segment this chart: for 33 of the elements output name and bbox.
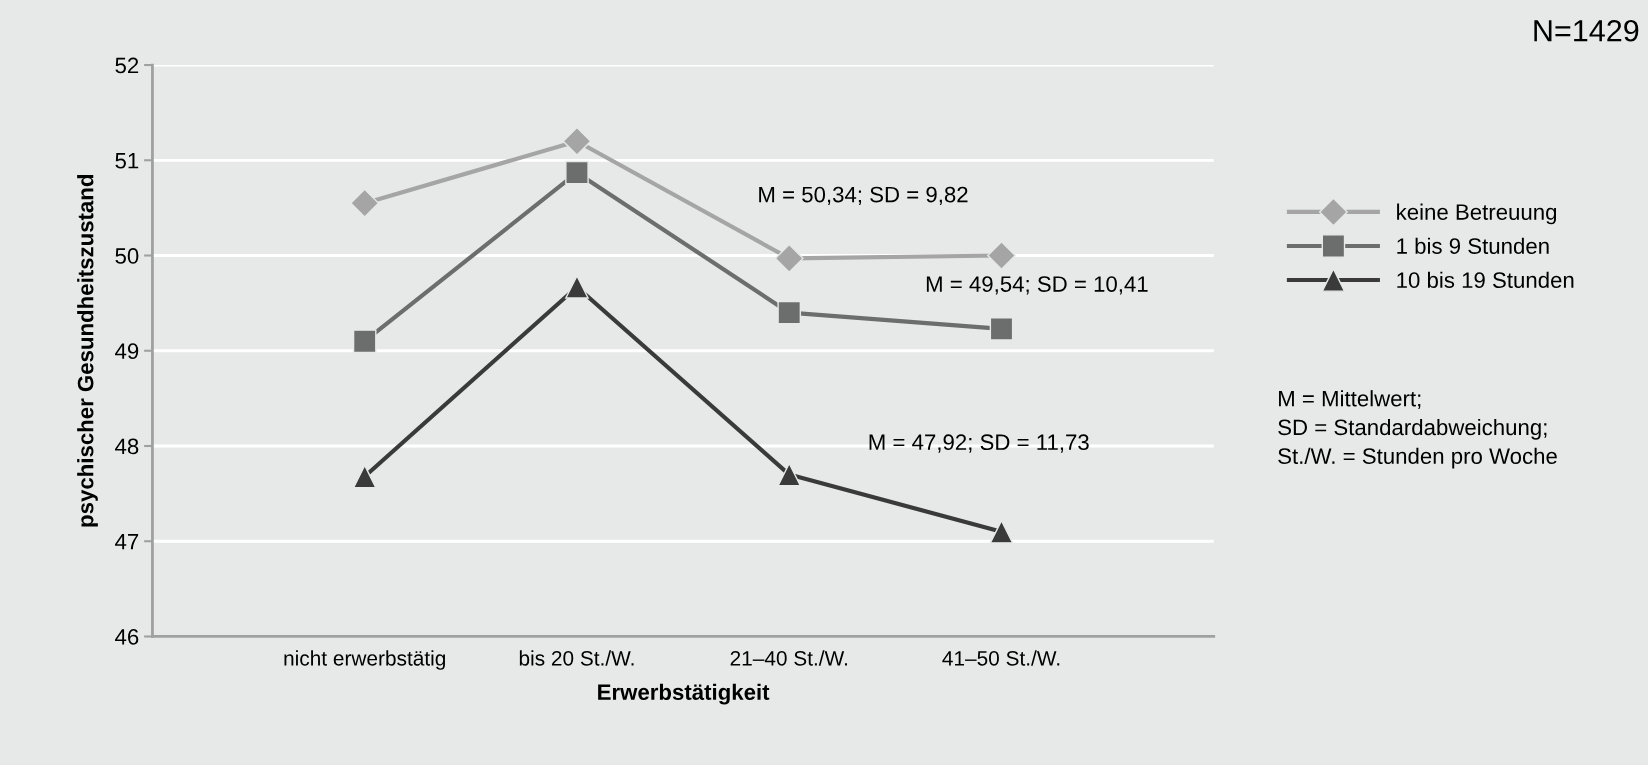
point: [987, 241, 1016, 270]
legend-label: 1 bis 9 Stunden: [1397, 237, 1549, 254]
y-tick-label: 52: [115, 57, 139, 74]
point: [777, 462, 802, 487]
y-tick-label: 48: [115, 438, 139, 455]
annotation: M = 47,92; SD = 11,73: [869, 434, 1089, 453]
point: [774, 243, 804, 273]
text: M = Mittelwert; SD = Standardabweichung; St./W. = Stunden pro Woche: [1278, 390, 1557, 469]
y-tick-label: 46: [115, 629, 139, 645]
legend-label: keine Betreuung: [1397, 203, 1557, 225]
text: N=1429: [1534, 19, 1639, 42]
x-axis-title: Erwerbstätigkeit: [598, 683, 770, 705]
x-tick-label: nicht erwerbstätig: [284, 650, 445, 670]
x-tick-label: 21–40 St./W.: [730, 650, 847, 666]
point: [989, 317, 1014, 341]
y-tick-label: 47: [115, 534, 139, 550]
point: [989, 519, 1014, 544]
y-tick-label: 51: [115, 153, 139, 169]
legend-label: 10 bis 19 Stunden: [1397, 271, 1574, 289]
point: [777, 300, 802, 325]
point: [562, 126, 592, 156]
annotation: M = 49,54; SD = 10,41: [926, 276, 1148, 295]
y-axis-title: psychischer Gesundheitszustand: [77, 174, 98, 527]
point: [350, 188, 380, 218]
y-tick-label: 49: [115, 343, 139, 360]
y-tick-label: 50: [115, 248, 139, 264]
annotation: M = 50,34; SD = 9,82: [759, 186, 968, 206]
point: [352, 464, 377, 489]
x-tick-label: 41–50 St./W.: [942, 650, 1060, 666]
point: [565, 160, 589, 185]
x-tick-label: bis 20 St./W.: [519, 650, 634, 666]
point: [565, 275, 589, 299]
point: [352, 329, 377, 354]
